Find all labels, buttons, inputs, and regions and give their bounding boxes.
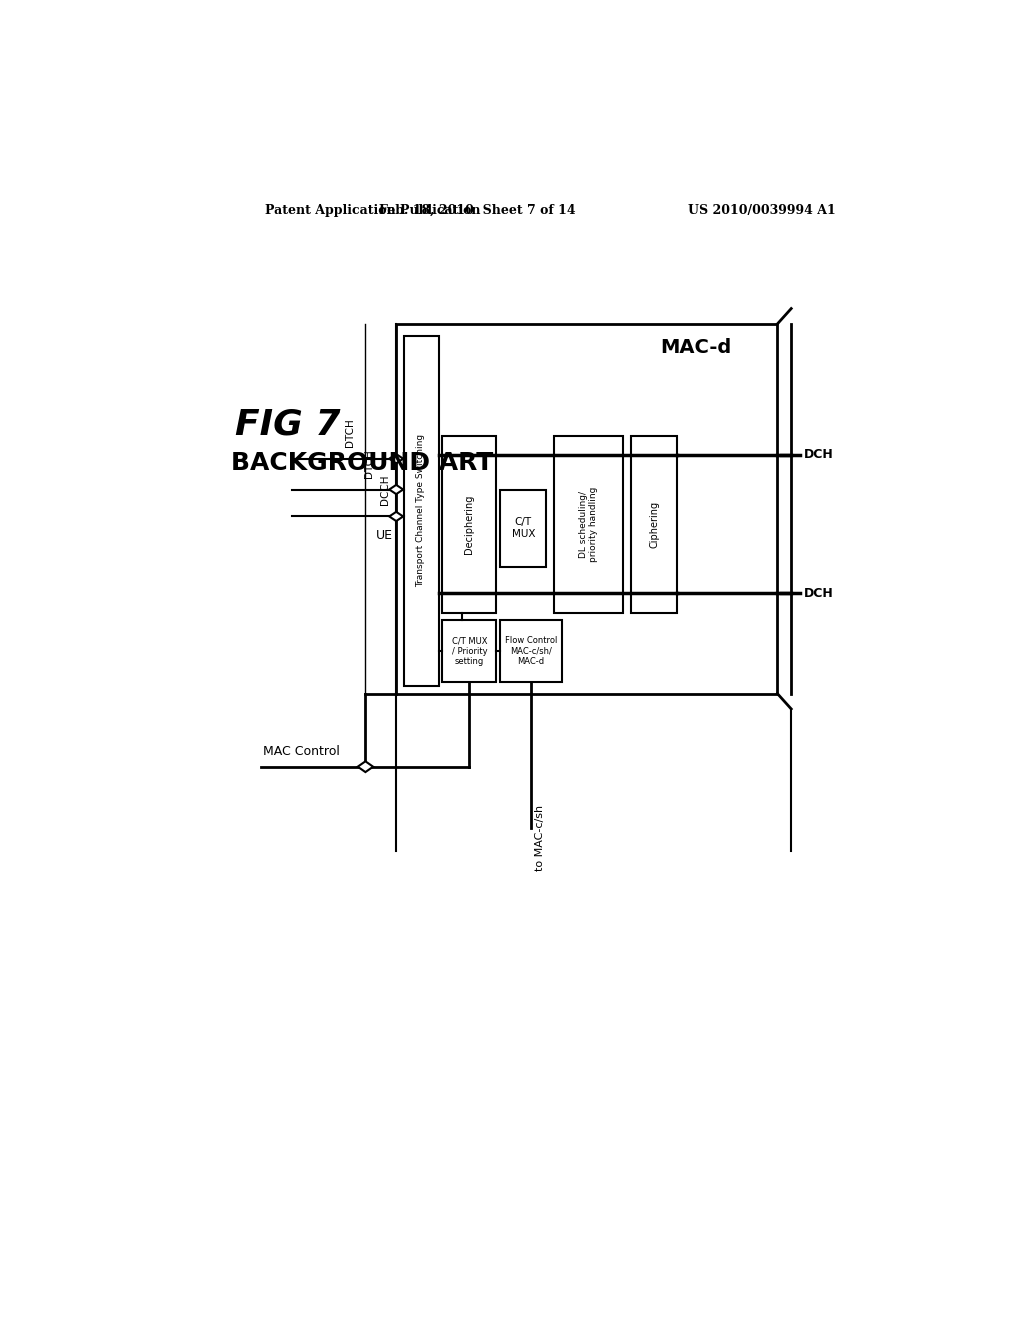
- Polygon shape: [389, 484, 403, 494]
- Polygon shape: [357, 762, 373, 772]
- Text: Feb. 18, 2010  Sheet 7 of 14: Feb. 18, 2010 Sheet 7 of 14: [379, 205, 575, 218]
- Text: Ciphering: Ciphering: [649, 500, 659, 548]
- Text: DCH: DCH: [804, 449, 835, 462]
- Bar: [500, 490, 547, 566]
- Text: Flow Control
MAC-c/sh/
MAC-d: Flow Control MAC-c/sh/ MAC-d: [505, 636, 557, 667]
- Bar: [554, 436, 624, 612]
- Bar: [403, 335, 438, 686]
- Text: to MAC-c/sh: to MAC-c/sh: [535, 805, 545, 871]
- Text: C/T
MUX: C/T MUX: [512, 517, 535, 539]
- Text: Patent Application Publication: Patent Application Publication: [265, 205, 481, 218]
- Polygon shape: [389, 512, 403, 521]
- Text: DCH: DCH: [804, 587, 835, 601]
- Bar: [396, 323, 777, 693]
- Bar: [442, 436, 497, 612]
- Text: DTCH: DTCH: [345, 418, 355, 447]
- Bar: [442, 620, 497, 682]
- Text: DCCH: DCCH: [380, 474, 390, 506]
- Bar: [631, 436, 677, 612]
- Text: BACKGROUND ART: BACKGROUND ART: [230, 450, 493, 475]
- Text: MAC-d: MAC-d: [660, 338, 732, 356]
- Polygon shape: [389, 454, 403, 463]
- Bar: [500, 620, 562, 682]
- Text: FIG 7: FIG 7: [234, 407, 340, 441]
- Text: MAC Control: MAC Control: [263, 744, 340, 758]
- Text: Deciphering: Deciphering: [464, 495, 474, 554]
- Text: DL scheduling/
priority handling: DL scheduling/ priority handling: [579, 487, 598, 562]
- Text: UE: UE: [376, 529, 393, 543]
- Text: DTCH: DTCH: [365, 449, 374, 478]
- Text: C/T MUX
/ Priority
setting: C/T MUX / Priority setting: [452, 636, 487, 667]
- Text: US 2010/0039994 A1: US 2010/0039994 A1: [688, 205, 836, 218]
- Text: Transport Channel Type Switching: Transport Channel Type Switching: [417, 434, 425, 587]
